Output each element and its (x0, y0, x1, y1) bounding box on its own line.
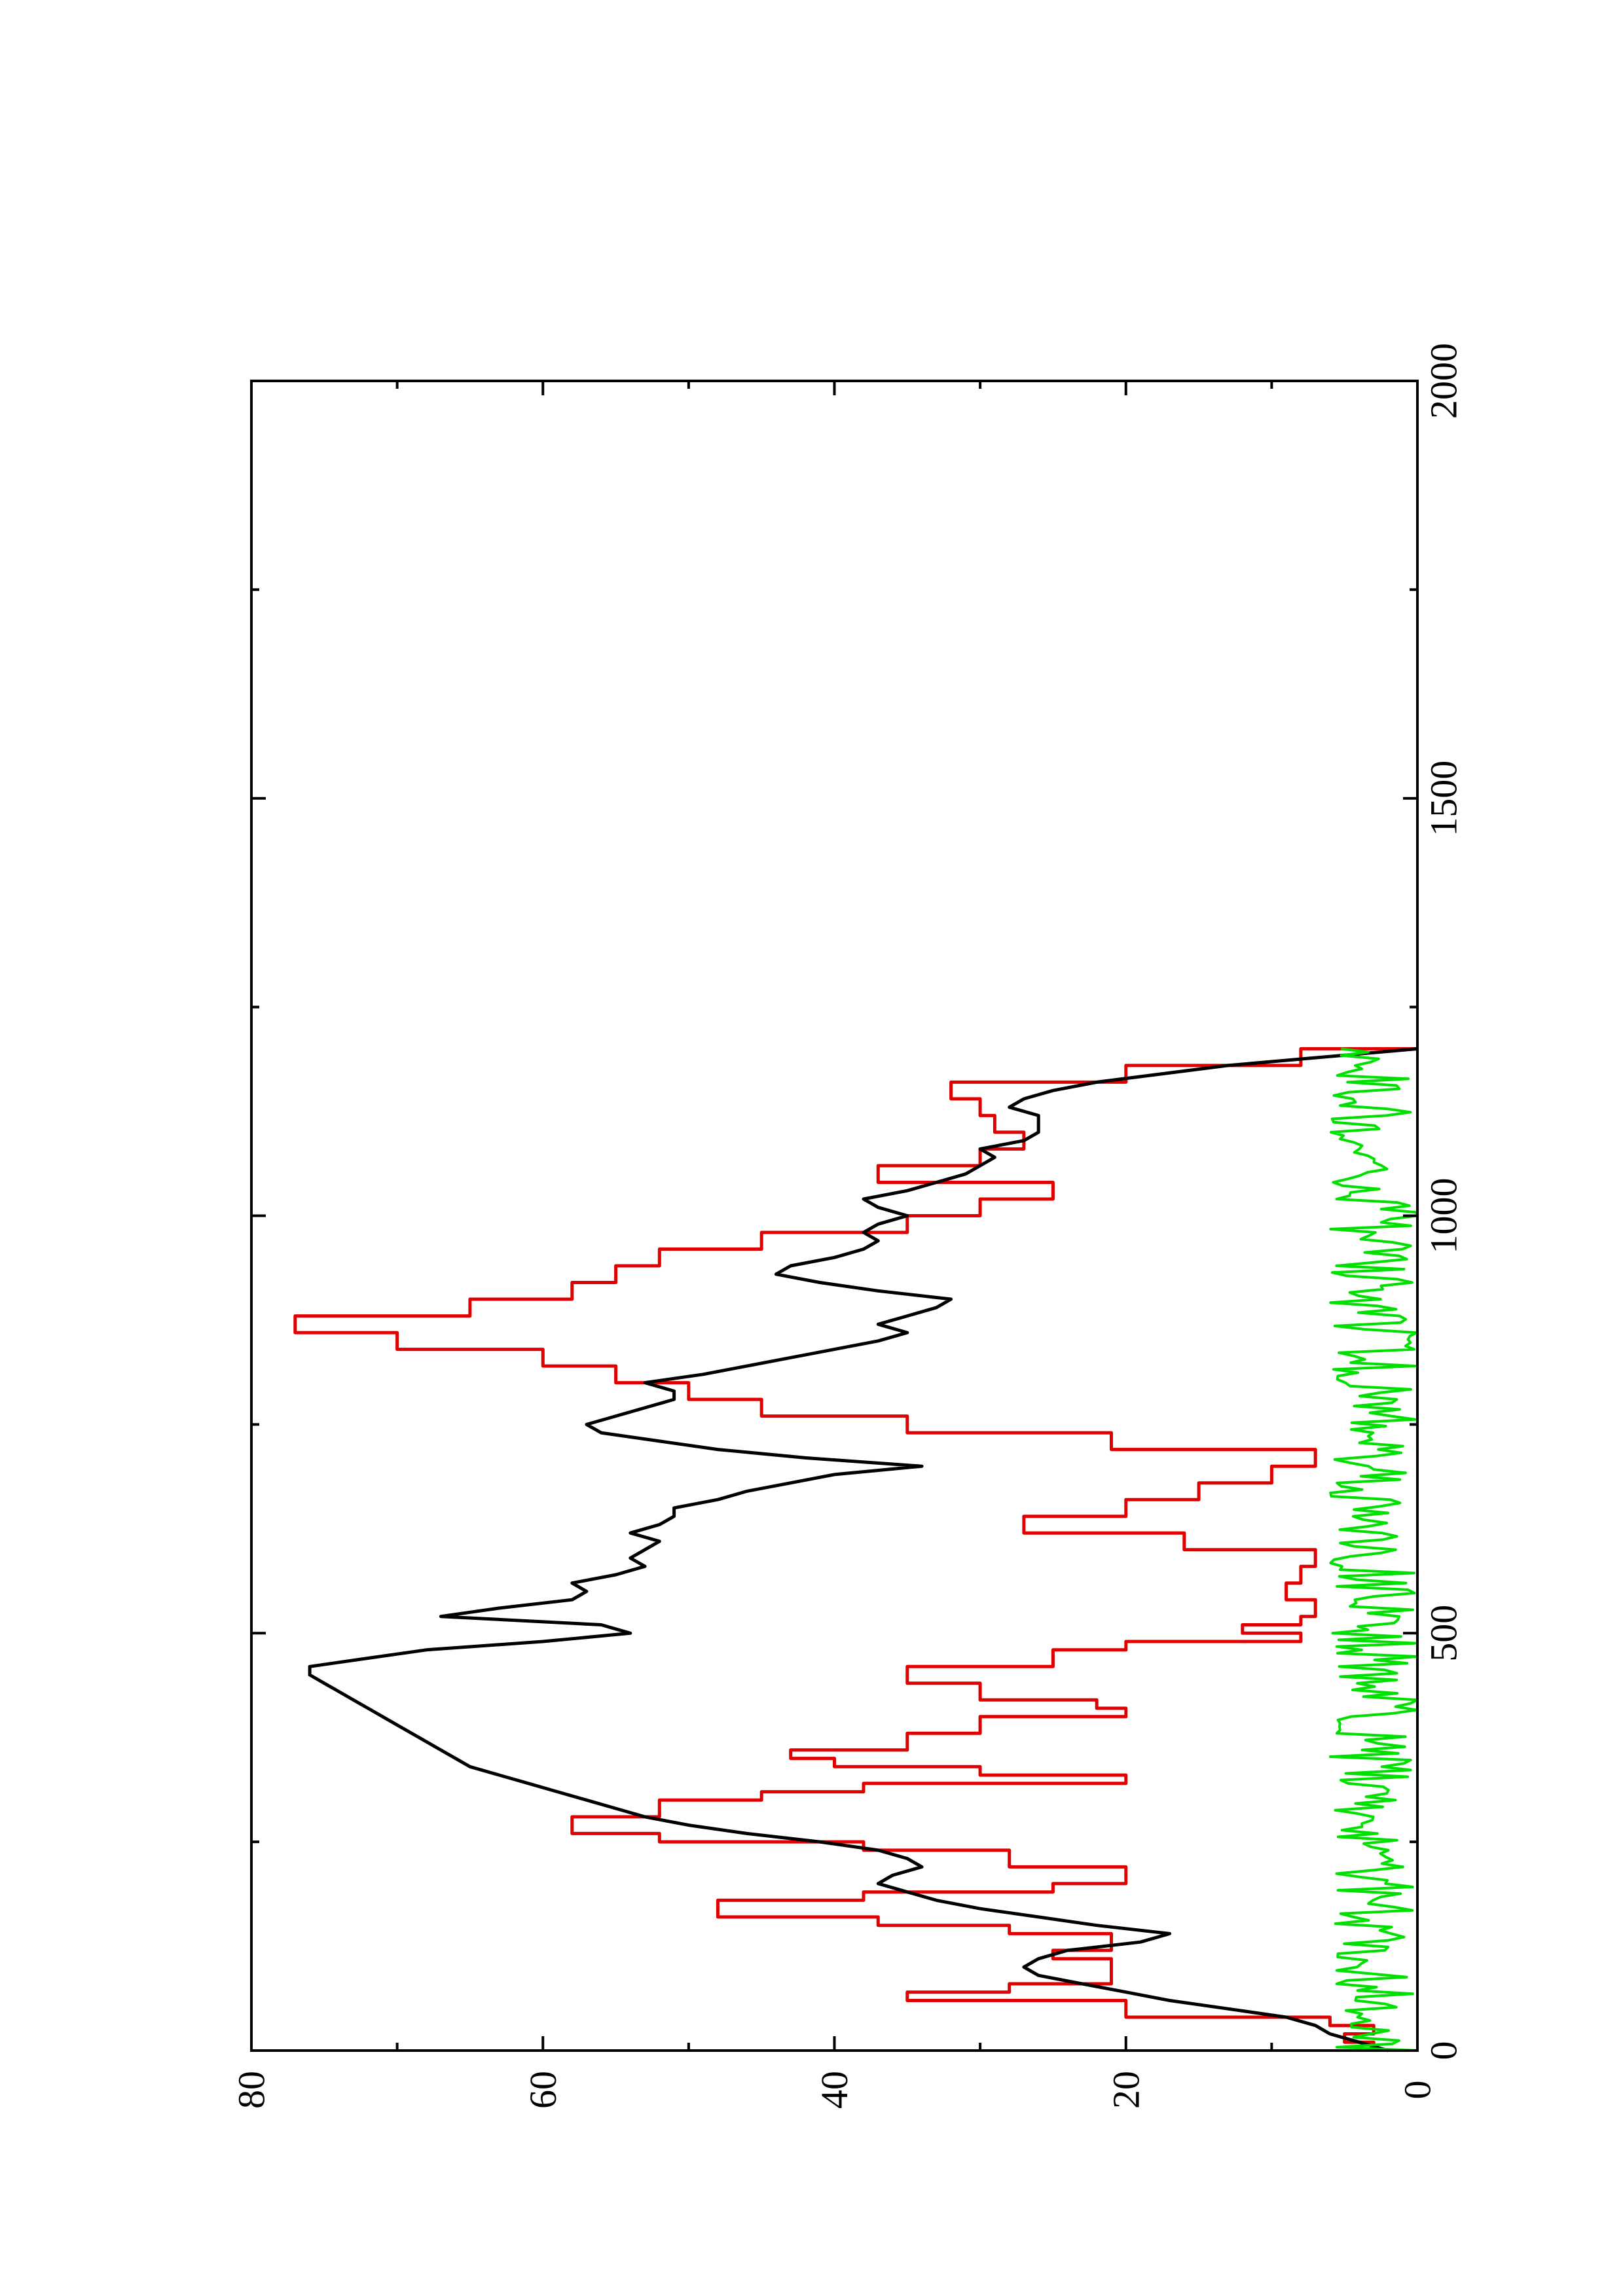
x-tick-label: 500 (1423, 1605, 1465, 1662)
series-line-0 (293, 1047, 1417, 2051)
x-tick-label: 2000 (1423, 343, 1465, 419)
axes-layer: 0 500 1000 1500 2000 0 20 40 60 80 (230, 343, 1465, 2109)
x-tick-label: 1000 (1423, 1178, 1465, 1254)
series-line-1 (308, 1047, 1418, 2053)
y-tick-label: 80 (230, 2071, 273, 2109)
x-tick-label: 1500 (1423, 761, 1465, 836)
y-tick-label: 60 (522, 2071, 564, 2109)
y-tick-label: 0 (1396, 2081, 1439, 2100)
y-tick-label: 20 (1104, 2071, 1147, 2109)
x-tick-label: 0 (1423, 2041, 1465, 2060)
y-tick-label: 40 (813, 2071, 856, 2109)
